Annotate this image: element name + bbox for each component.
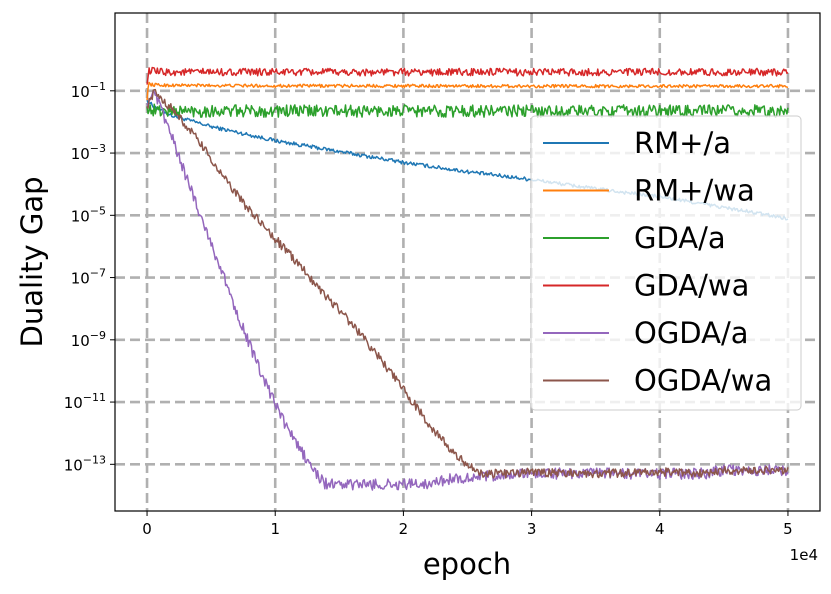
x-tick-label: 4	[655, 520, 665, 538]
y-tick-base: 10	[71, 83, 90, 101]
x-tick-label: 2	[399, 520, 409, 538]
y-tick-exponent: −13	[83, 453, 106, 466]
y-tick-base: 10	[71, 207, 90, 225]
y-tick-label: 10−3	[71, 142, 106, 163]
y-tick-base: 10	[71, 332, 90, 350]
y-axis-label: Duality Gap	[15, 177, 49, 348]
y-tick-base: 10	[64, 456, 83, 474]
y-tick-exponent: −11	[83, 391, 106, 404]
y-tick-label: 10−9	[71, 329, 106, 350]
y-tick-exponent: −3	[90, 142, 106, 155]
x-tick-label: 5	[783, 520, 793, 538]
legend-label: RM+/a	[634, 126, 731, 160]
y-tick-label: 10−5	[71, 204, 106, 225]
legend-label: OGDA/wa	[634, 364, 772, 398]
series-line-ogda-a	[146, 90, 789, 491]
y-tick-base: 10	[71, 270, 90, 288]
y-tick-base: 10	[64, 394, 83, 412]
y-tick-exponent: −9	[90, 329, 106, 342]
y-tick-label: 10−1	[71, 80, 106, 101]
y-tick-exponent: −1	[90, 80, 106, 93]
x-axis-label: epoch	[423, 547, 511, 581]
series-line-gda-wa	[146, 66, 789, 85]
legend-label: OGDA/a	[634, 316, 749, 350]
y-tick-exponent: −5	[90, 204, 106, 217]
legend-label: GDA/a	[634, 221, 726, 255]
x-axis-offset-label: 1e4	[790, 546, 818, 564]
x-tick-label: 1	[270, 520, 280, 538]
y-tick-base: 10	[71, 145, 90, 163]
legend: RM+/a RM+/wa GDA/a GDA/wa OGDA/a OGDA/wa	[530, 115, 802, 411]
series-line-gda-a	[146, 103, 789, 118]
x-tick-label: 0	[142, 520, 152, 538]
y-tick-label: 10−7	[71, 267, 106, 288]
y-tick-exponent: −7	[90, 267, 106, 280]
legend-label: RM+/wa	[634, 174, 755, 208]
series-layer	[146, 66, 789, 491]
legend-label: GDA/wa	[634, 269, 749, 303]
y-tick-label: 10−13	[64, 453, 106, 474]
y-tick-label: 10−11	[64, 391, 106, 412]
axes-frame	[114, 12, 821, 512]
x-tick-label: 3	[527, 520, 537, 538]
series-line-rm-wa	[146, 81, 789, 101]
series-line-ogda-wa	[146, 88, 789, 479]
